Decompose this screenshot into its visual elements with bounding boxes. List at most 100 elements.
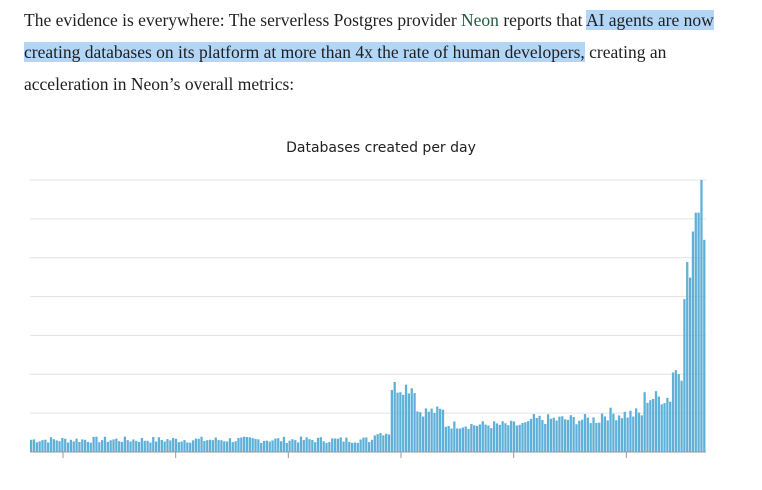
- bar: [86, 441, 90, 452]
- bar: [694, 212, 697, 452]
- bar: [41, 440, 44, 452]
- bar: [319, 437, 322, 452]
- bar: [333, 438, 337, 452]
- bar: [231, 442, 234, 452]
- bar: [538, 415, 541, 452]
- bar: [461, 427, 464, 452]
- bar: [654, 391, 658, 452]
- bar: [373, 435, 376, 452]
- bar: [208, 439, 212, 452]
- bar: [271, 440, 274, 452]
- bar: [671, 372, 675, 452]
- bar: [135, 440, 138, 452]
- bar: [149, 442, 152, 452]
- bar: [473, 425, 476, 452]
- bar: [578, 420, 581, 452]
- bar: [393, 381, 396, 452]
- bar: [146, 440, 149, 452]
- bar: [177, 442, 180, 452]
- bar: [421, 416, 425, 452]
- bar: [348, 441, 351, 452]
- bar: [118, 441, 121, 452]
- bar: [407, 393, 411, 452]
- chart-title: Databases created per day: [286, 140, 476, 156]
- bar: [424, 408, 428, 452]
- bar: [69, 439, 73, 452]
- bar: [123, 436, 126, 452]
- bar: [66, 442, 70, 452]
- bar: [663, 403, 666, 452]
- bar: [316, 437, 320, 452]
- bar: [484, 424, 487, 452]
- bar: [529, 418, 533, 452]
- bar: [203, 440, 206, 452]
- bar: [305, 437, 308, 452]
- bar: [163, 441, 166, 452]
- bar: [89, 442, 92, 452]
- bar: [294, 440, 297, 452]
- bar: [527, 421, 530, 452]
- bar: [78, 441, 81, 452]
- bar: [649, 400, 652, 452]
- bar: [600, 413, 604, 452]
- bar: [356, 442, 359, 452]
- bar: [129, 441, 132, 452]
- bar: [106, 441, 109, 452]
- bar: [592, 417, 595, 452]
- bar: [546, 414, 550, 452]
- bar: [223, 441, 226, 452]
- databases-chart: Databases created per day: [0, 130, 762, 470]
- bar: [666, 397, 669, 452]
- bar: [416, 411, 419, 452]
- bar: [609, 407, 612, 452]
- bar: [586, 417, 589, 452]
- bar: [507, 425, 510, 452]
- bar: [632, 416, 635, 452]
- bar: [288, 440, 291, 452]
- bar: [143, 440, 146, 452]
- bar: [504, 423, 507, 452]
- bar: [52, 439, 55, 452]
- bar: [652, 398, 655, 452]
- bar: [268, 441, 271, 452]
- bar: [686, 262, 689, 452]
- bar: [498, 424, 501, 452]
- bar: [254, 438, 257, 452]
- bar: [535, 417, 538, 452]
- bar: [433, 412, 436, 452]
- bar: [680, 380, 683, 452]
- bar: [152, 436, 155, 452]
- bar: [646, 402, 649, 452]
- bar: [180, 441, 183, 452]
- bar: [387, 434, 391, 452]
- bar: [396, 392, 399, 452]
- bar: [643, 392, 646, 452]
- bar: [478, 424, 482, 452]
- bar: [240, 437, 243, 452]
- bar: [228, 438, 232, 452]
- bar: [211, 440, 215, 452]
- bar: [345, 437, 348, 452]
- bar: [137, 442, 141, 452]
- bar: [322, 441, 325, 452]
- bar: [225, 441, 229, 452]
- bar: [379, 433, 382, 452]
- bar: [331, 438, 334, 452]
- bar: [581, 419, 584, 452]
- bar: [132, 439, 135, 452]
- bar: [515, 425, 518, 452]
- bar: [430, 408, 433, 452]
- bar: [206, 440, 209, 452]
- bar: [552, 417, 555, 452]
- bar: [262, 440, 266, 452]
- bar: [217, 440, 220, 452]
- bar: [282, 436, 286, 452]
- bar: [325, 442, 328, 452]
- bar: [598, 422, 601, 452]
- neon-link[interactable]: Neon: [461, 10, 499, 30]
- bar: [691, 231, 695, 452]
- bar: [140, 437, 144, 452]
- bar: [81, 439, 84, 452]
- bar: [160, 439, 163, 452]
- bar: [299, 436, 303, 452]
